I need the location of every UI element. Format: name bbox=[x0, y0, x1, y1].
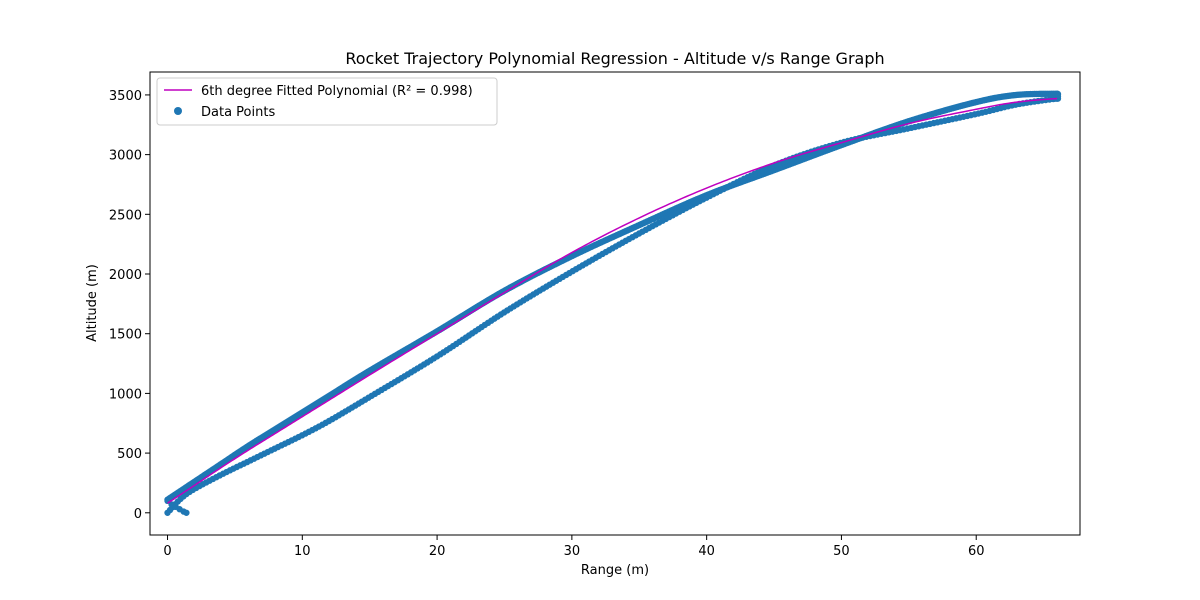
x-axis-label: Range (m) bbox=[581, 563, 649, 578]
x-axis: 0 10 20 30 40 50 60 bbox=[163, 535, 984, 559]
x-tick-label: 30 bbox=[564, 544, 581, 559]
x-tick-label: 20 bbox=[429, 544, 446, 559]
data-point-landing bbox=[183, 509, 190, 516]
x-tick-label: 60 bbox=[968, 544, 985, 559]
y-tick-label: 3500 bbox=[109, 89, 142, 104]
x-tick-label: 10 bbox=[294, 544, 311, 559]
x-tick-label: 0 bbox=[163, 544, 171, 559]
y-axis: 0 500 1000 1500 2000 2500 3000 3500 bbox=[109, 89, 150, 522]
y-tick-label: 1500 bbox=[109, 328, 142, 343]
y-tick-label: 2000 bbox=[109, 268, 142, 283]
legend-swatch-data-points bbox=[174, 107, 182, 115]
legend-box bbox=[156, 77, 498, 126]
plot-area-frame bbox=[149, 71, 1081, 536]
legend-label-fit: 6th degree Fitted Polynomial (R² = 0.998… bbox=[201, 84, 473, 99]
y-tick-label: 0 bbox=[134, 507, 142, 522]
y-tick-label: 500 bbox=[117, 447, 142, 462]
y-tick-label: 1000 bbox=[109, 387, 142, 402]
data-point-apex bbox=[1054, 90, 1062, 98]
chart-title: Rocket Trajectory Polynomial Regression … bbox=[345, 49, 884, 68]
y-tick-label: 3000 bbox=[109, 149, 142, 164]
y-tick-label: 2500 bbox=[109, 208, 142, 223]
y-axis-label: Altitude (m) bbox=[85, 264, 100, 342]
legend-label-data-points: Data Points bbox=[201, 105, 275, 120]
x-tick-label: 40 bbox=[698, 544, 715, 559]
fitted-polynomial-line bbox=[167, 97, 1058, 504]
plot-data-layer bbox=[164, 90, 1062, 516]
x-tick-label: 50 bbox=[833, 544, 850, 559]
data-point-descent bbox=[164, 509, 171, 516]
legend: 6th degree Fitted Polynomial (R² = 0.998… bbox=[156, 77, 498, 126]
